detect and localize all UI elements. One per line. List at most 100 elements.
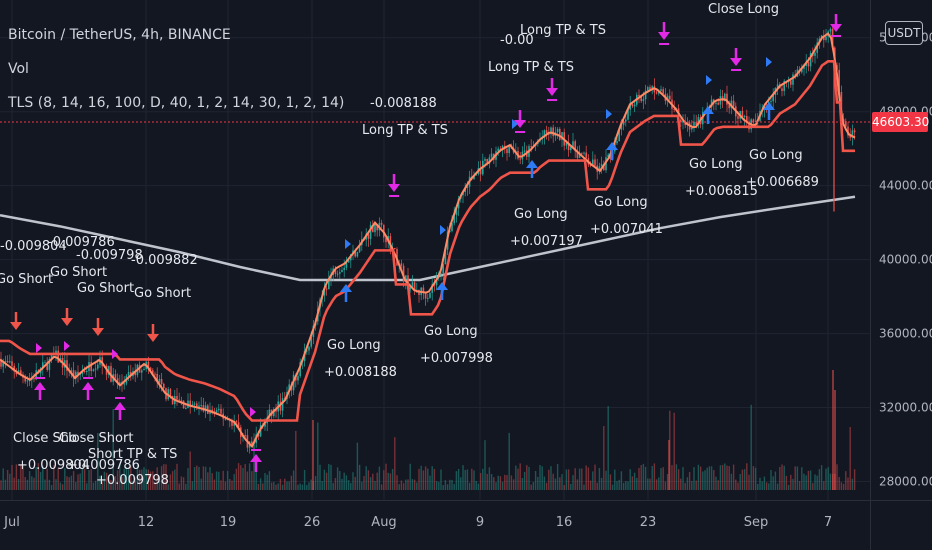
candle-body xyxy=(631,103,634,107)
candle-body xyxy=(409,287,411,290)
volume-bar xyxy=(829,473,832,490)
grid-lines xyxy=(0,0,870,500)
volume-bar xyxy=(785,475,788,490)
volume-bar xyxy=(200,478,202,490)
volume-bar xyxy=(697,464,700,490)
candle-body xyxy=(625,119,627,122)
candle-body xyxy=(4,361,7,363)
volume-indicator-label[interactable]: Vol xyxy=(8,61,29,77)
volume-bar xyxy=(46,468,48,490)
candle-body xyxy=(842,119,845,121)
short-exit-marker-2-arrow-head xyxy=(114,402,126,410)
volume-bar xyxy=(686,477,689,490)
volume-bar xyxy=(466,469,469,490)
volume-bar xyxy=(286,481,288,490)
volume-bar xyxy=(728,466,730,490)
candle-body xyxy=(600,164,603,167)
trailing-stop-path xyxy=(0,60,855,422)
volume-bar xyxy=(59,482,62,490)
candle-body xyxy=(147,361,150,368)
volume-bar xyxy=(629,469,631,490)
candle-body xyxy=(424,292,427,299)
candle-body xyxy=(627,109,629,120)
volume-bar xyxy=(354,476,356,490)
volume-bar xyxy=(68,477,70,490)
volume-bar xyxy=(532,482,535,490)
volume-bar xyxy=(435,481,438,490)
volume-bar xyxy=(583,484,585,490)
volume-bar xyxy=(281,484,284,490)
volume-bar xyxy=(609,474,612,490)
volume-bar xyxy=(735,479,737,490)
volume-bar xyxy=(57,468,59,490)
volume-bar xyxy=(554,478,557,490)
volume-bar xyxy=(677,469,680,490)
volume-bar xyxy=(165,464,167,490)
volume-bar xyxy=(825,468,827,490)
volume-bar xyxy=(121,477,123,490)
candle-body xyxy=(24,377,26,382)
volume-bar xyxy=(495,482,497,490)
volume-bar xyxy=(409,463,411,490)
candle-body xyxy=(453,215,455,224)
candle-body xyxy=(152,370,154,374)
candle-body xyxy=(561,132,563,140)
volume-bar xyxy=(710,466,713,490)
short-entry-arrow-3-head xyxy=(147,334,159,342)
candle-body xyxy=(200,405,202,407)
candle-body xyxy=(231,420,233,426)
volume-bar xyxy=(53,465,55,490)
volume-bar xyxy=(132,480,134,490)
volume-bar xyxy=(400,480,403,490)
candle-body xyxy=(336,273,339,275)
volume-bar xyxy=(484,440,486,490)
volume-bar xyxy=(270,482,273,490)
volume-bar xyxy=(127,469,130,490)
volume-bar xyxy=(543,476,546,490)
volume-bar xyxy=(110,479,112,490)
candle-body xyxy=(814,52,816,56)
volume-bar xyxy=(803,473,805,490)
volume-bar xyxy=(587,467,590,490)
volume-bar xyxy=(730,473,733,490)
volume-bar xyxy=(72,471,75,490)
volume-bar xyxy=(596,482,598,490)
volume-bar xyxy=(519,463,521,490)
volume-bar xyxy=(363,476,365,490)
volume-bar xyxy=(314,476,317,490)
price-tick-label-1: 32000.00 xyxy=(879,401,932,415)
volume-bar xyxy=(134,477,136,490)
volume-bar xyxy=(259,478,262,490)
volume-bar xyxy=(460,477,462,490)
candle-body xyxy=(149,367,152,371)
long-signal-3-label: Go Long xyxy=(514,207,568,222)
currency-button[interactable]: USDT xyxy=(885,21,923,45)
volume-bar xyxy=(268,471,271,490)
candle-body xyxy=(376,224,378,231)
volume-bar xyxy=(438,481,440,490)
candle-body xyxy=(640,96,642,102)
tls-indicator-label[interactable]: TLS (8, 14, 16, 100, D, 40, 1, 2, 14, 30… xyxy=(8,95,345,111)
time-tick-label-4: Aug xyxy=(371,515,396,530)
volume-bar xyxy=(559,477,561,490)
candle-body xyxy=(44,362,46,364)
candle-body xyxy=(644,90,647,100)
volume-bar xyxy=(299,483,301,490)
time-axis[interactable]: Jul 12 19 26 Aug 9 16 23 Sep 7 xyxy=(3,515,832,530)
candle-body xyxy=(662,89,664,94)
candle-body xyxy=(279,401,282,411)
candle-body xyxy=(235,420,238,423)
candle-body xyxy=(743,115,746,118)
candle-body xyxy=(334,268,337,275)
symbol-title[interactable]: Bitcoin / TetherUS, 4h, BINANCE xyxy=(8,27,231,43)
volume-bar xyxy=(2,468,4,490)
volume-bar xyxy=(517,468,519,490)
volume-bar xyxy=(715,476,717,490)
candle-body xyxy=(297,376,299,381)
short-signal-4-value: -0.009882 xyxy=(131,253,198,268)
volume-bar xyxy=(812,483,814,490)
volume-bar xyxy=(50,484,53,490)
candle-body xyxy=(594,159,596,166)
volume-bar xyxy=(807,470,810,490)
